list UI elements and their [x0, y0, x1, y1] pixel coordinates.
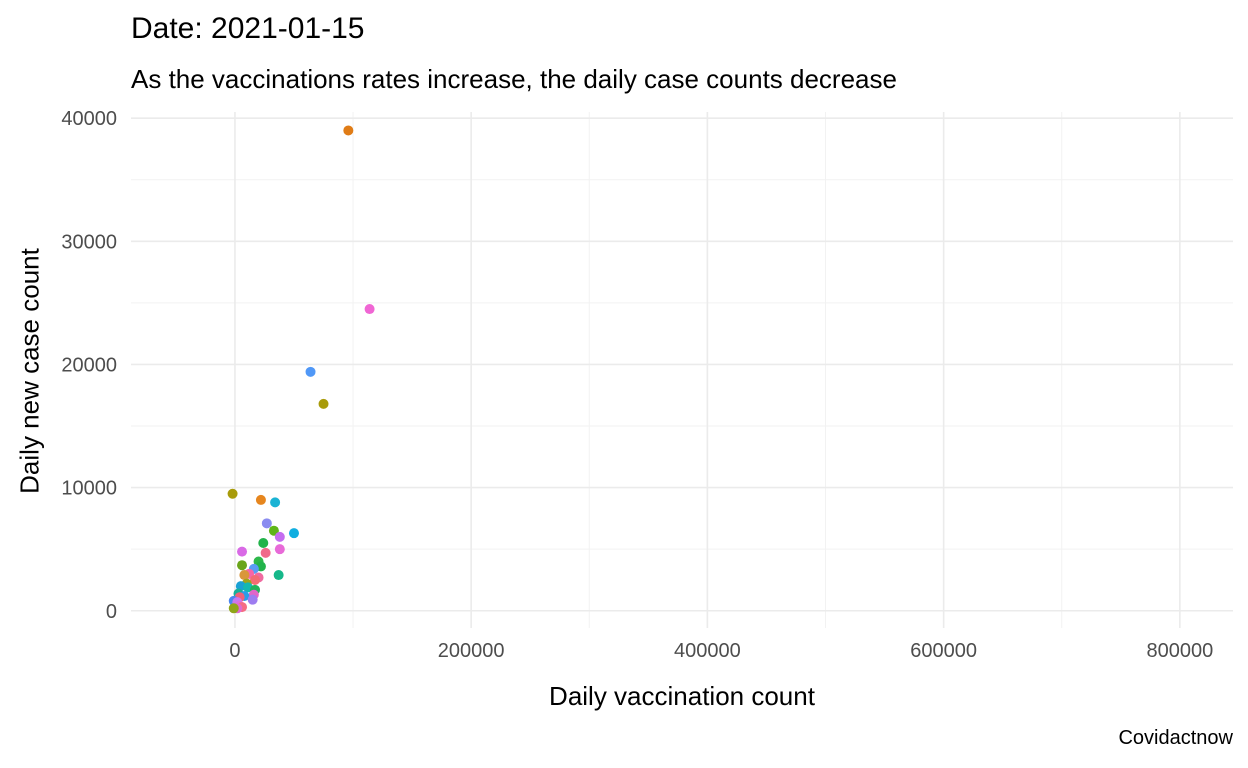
data-points: [227, 125, 375, 614]
data-point: [288, 528, 299, 539]
data-point: [261, 518, 272, 529]
data-point: [228, 603, 239, 614]
data-point: [305, 366, 316, 377]
chart-title: Date: 2021-01-15: [131, 12, 365, 45]
data-point: [239, 570, 250, 581]
minor-gridlines: [131, 112, 1233, 628]
data-point: [227, 488, 238, 499]
chart-caption: Covidactnow: [1118, 727, 1233, 749]
data-point: [260, 547, 271, 558]
data-point: [237, 560, 248, 571]
data-point: [250, 574, 261, 585]
data-point: [258, 538, 269, 549]
data-point: [270, 497, 281, 508]
data-point: [273, 570, 284, 581]
y-tick-labels: 0 10000 20000 30000 40000: [61, 108, 117, 623]
data-point: [274, 544, 285, 555]
x-tick-label: 200000: [438, 640, 505, 662]
chart-subtitle: As the vaccinations rates increase, the …: [131, 64, 897, 94]
data-point: [318, 398, 329, 409]
x-tick-label: 400000: [674, 640, 741, 662]
data-point: [274, 531, 285, 542]
data-point: [247, 594, 258, 605]
y-tick-label: 40000: [61, 108, 117, 130]
x-tick-label: 0: [229, 640, 240, 662]
y-tick-label: 20000: [61, 354, 117, 376]
y-tick-label: 10000: [61, 478, 117, 500]
data-point: [237, 546, 248, 557]
x-tick-label: 600000: [910, 640, 977, 662]
y-tick-label: 30000: [61, 231, 117, 253]
data-point: [255, 494, 266, 505]
major-gridlines: [131, 112, 1233, 628]
data-point: [364, 304, 375, 315]
x-tick-label: 800000: [1146, 640, 1213, 662]
x-axis-label: Daily vaccination count: [549, 681, 815, 711]
x-tick-labels: 0 200000 400000 600000 800000: [229, 640, 1213, 662]
y-tick-label: 0: [106, 601, 117, 623]
data-point: [343, 125, 354, 136]
